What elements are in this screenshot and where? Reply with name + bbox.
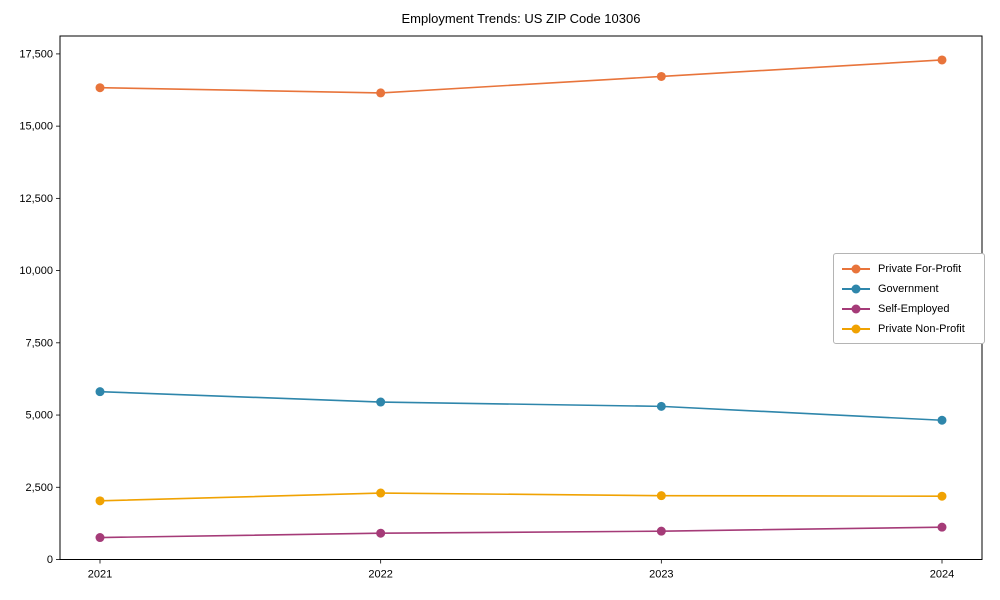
y-axis-tick-label: 7,500 — [25, 337, 53, 349]
data-point-private-for-profit-2023 — [656, 71, 666, 81]
legend-item-self-employed: Self-Employed — [842, 301, 972, 316]
data-point-private-non-profit-2023 — [656, 491, 666, 501]
y-axis-tick-label: 2,500 — [25, 482, 53, 494]
data-point-private-non-profit-2021 — [95, 496, 105, 506]
legend-marker-icon — [842, 263, 870, 275]
legend-label: Private For-Profit — [878, 262, 962, 275]
y-axis-tick-label: 15,000 — [19, 121, 53, 133]
legend-marker-icon — [842, 283, 870, 295]
legend-label: Self-Employed — [878, 302, 950, 315]
chart-title: Employment Trends: US ZIP Code 10306 — [401, 11, 641, 26]
x-axis-tick-label: 2022 — [368, 569, 392, 581]
series-government — [95, 387, 947, 425]
data-point-government-2023 — [656, 401, 666, 411]
legend: Private For-Profit Government Self-Employe… — [833, 253, 985, 344]
data-point-private-for-profit-2024 — [937, 55, 947, 65]
series-line-government — [99, 390, 943, 422]
x-axis-tick-label: 2023 — [649, 569, 673, 581]
legend-marker-icon — [842, 303, 870, 315]
legend-marker-icon — [842, 323, 870, 335]
series-line-private-non-profit — [99, 492, 943, 502]
y-axis: 0 2,500 5,000 7,500 10,000 12,500 15,000 17,500 — [19, 48, 60, 566]
series-line-private-for-profit — [99, 59, 943, 94]
data-point-self-employed-2022 — [376, 528, 386, 538]
data-point-government-2021 — [95, 387, 105, 397]
y-axis-tick-label: 12,500 — [19, 193, 53, 205]
y-axis-tick-label: 17,500 — [19, 48, 53, 60]
data-point-self-employed-2021 — [95, 533, 105, 543]
series-line-self-employed — [99, 526, 943, 539]
data-point-private-non-profit-2024 — [937, 491, 947, 501]
y-axis-tick-label: 10,000 — [19, 265, 53, 277]
series-self-employed — [95, 522, 947, 543]
legend-label: Government — [878, 282, 939, 295]
legend-item-private-non-profit: Private Non-Profit — [842, 321, 972, 336]
data-point-government-2024 — [937, 415, 947, 425]
y-axis-tick-label: 0 — [47, 554, 53, 566]
data-point-government-2022 — [376, 397, 386, 407]
x-axis-tick-label: 2021 — [88, 569, 112, 581]
data-point-private-for-profit-2022 — [376, 88, 386, 98]
series-private-for-profit — [95, 55, 947, 98]
data-point-self-employed-2024 — [937, 522, 947, 532]
legend-label: Private Non-Profit — [878, 322, 965, 335]
series-private-non-profit — [95, 488, 947, 506]
y-axis-tick-label: 5,000 — [25, 410, 53, 422]
legend-item-private-for-profit: Private For-Profit — [842, 261, 972, 276]
x-axis-tick-label: 2024 — [930, 569, 954, 581]
data-point-self-employed-2023 — [656, 526, 666, 536]
data-point-private-non-profit-2022 — [376, 488, 386, 498]
x-axis: 2021 2022 2023 2024 — [88, 559, 954, 581]
data-point-private-for-profit-2021 — [95, 83, 105, 93]
legend-item-government: Government — [842, 281, 972, 296]
